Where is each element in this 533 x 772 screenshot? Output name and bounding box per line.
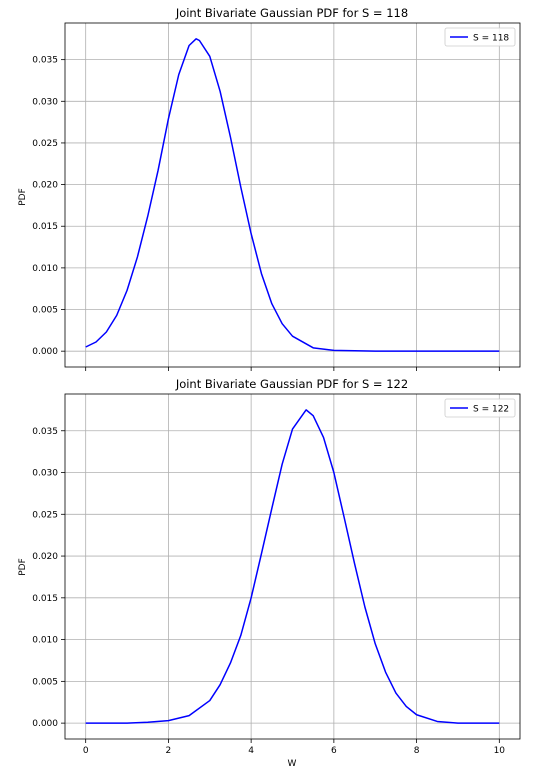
legend: S = 122 <box>445 399 515 417</box>
chart-bottom: 0 2 4 6 8 10 0.000 0.005 0.010 0.015 0.020 0.025 0.0… <box>18 377 520 769</box>
chart-title: Joint Bivariate Gaussian PDF for S = 118 <box>175 6 408 20</box>
y-axis-label: PDF <box>18 558 28 576</box>
x-axis-label: W <box>288 759 297 769</box>
y-tick-label: 0.035 <box>32 427 58 437</box>
y-tick-label: 0.015 <box>32 594 58 604</box>
chart-top: 0.000 0.005 0.010 0.015 0.020 0.025 0.030 0.035… <box>18 6 520 371</box>
legend: S = 118 <box>445 28 515 46</box>
y-tick-label: 0.025 <box>32 139 58 149</box>
y-tick-label: 0.025 <box>32 510 58 520</box>
y-tick-label: 0.015 <box>32 222 58 232</box>
y-tick-label: 0.030 <box>32 97 58 107</box>
x-tick-label: 4 <box>248 746 254 756</box>
legend-label: S = 122 <box>473 405 509 415</box>
y-tick-label: 0.010 <box>32 636 58 646</box>
y-axis-label: PDF <box>18 188 28 206</box>
y-tick-label: 0.000 <box>32 719 58 729</box>
y-tick-label: 0.005 <box>32 306 58 316</box>
x-tick-label: 6 <box>331 746 337 756</box>
plot-area <box>65 23 520 367</box>
x-tick-label: 10 <box>494 746 506 756</box>
y-tick-label: 0.005 <box>32 677 58 687</box>
chart-title: Joint Bivariate Gaussian PDF for S = 122 <box>175 377 408 391</box>
x-tick-label: 2 <box>166 746 172 756</box>
x-tick-label: 0 <box>83 746 89 756</box>
y-tick-label: 0.020 <box>32 181 58 191</box>
y-tick-label: 0.030 <box>32 469 58 479</box>
y-tick-label: 0.000 <box>32 347 58 357</box>
x-tick-label: 8 <box>414 746 420 756</box>
y-tick-label: 0.010 <box>32 264 58 274</box>
plot-area <box>65 394 520 739</box>
y-tick-label: 0.020 <box>32 552 58 562</box>
legend-label: S = 118 <box>473 34 509 44</box>
y-tick-label: 0.035 <box>32 56 58 66</box>
